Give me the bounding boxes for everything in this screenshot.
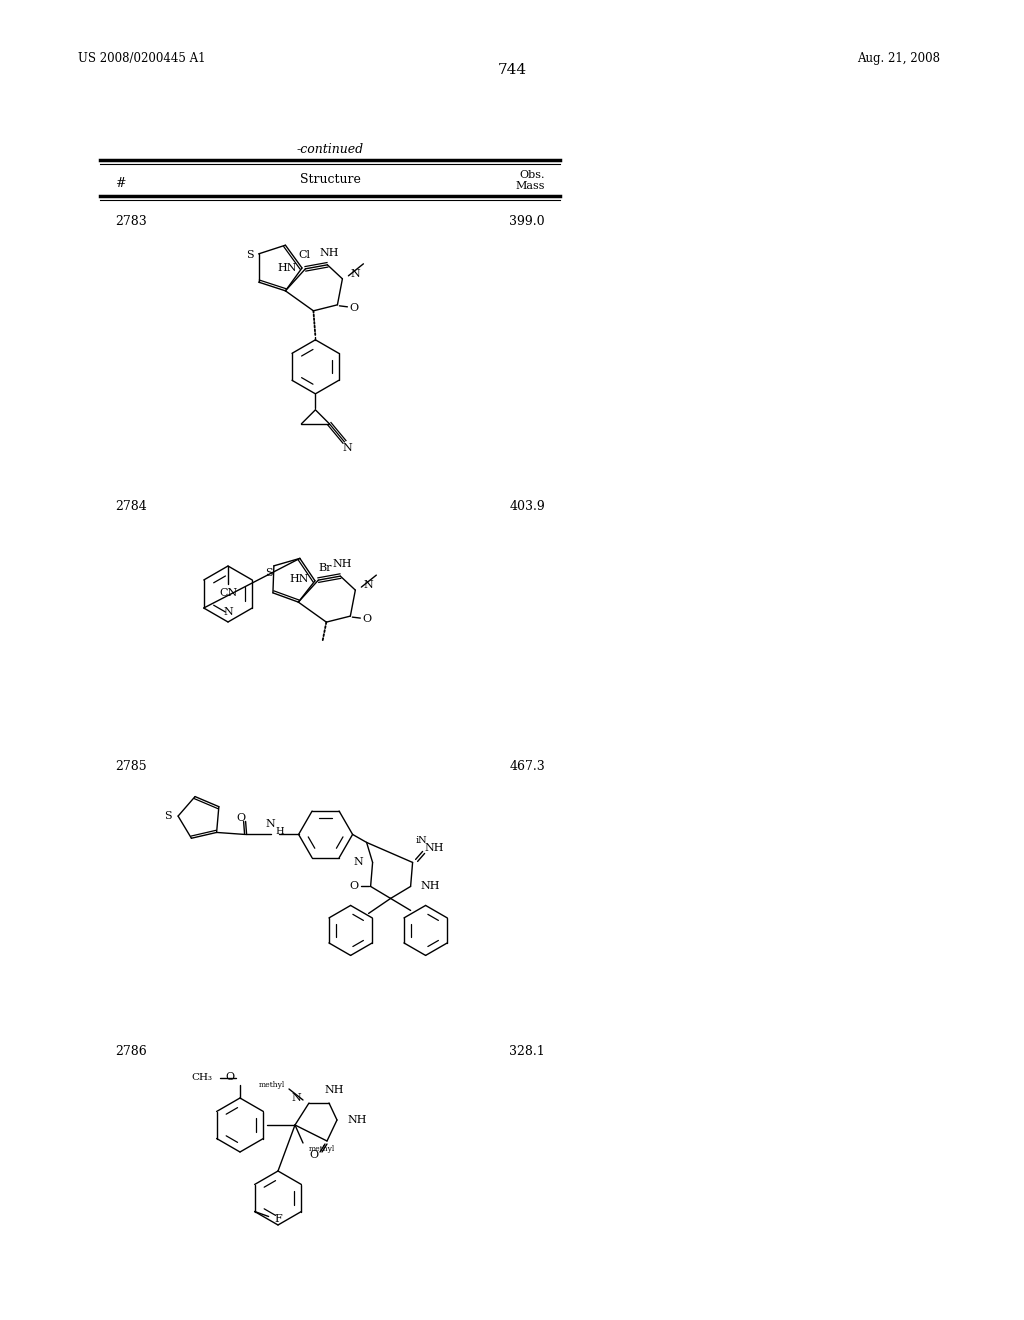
Text: 2785: 2785	[115, 760, 146, 774]
Text: iN: iN	[416, 836, 427, 845]
Text: 467.3: 467.3	[509, 760, 545, 774]
Text: H: H	[275, 826, 285, 836]
Text: 2786: 2786	[115, 1045, 146, 1059]
Text: methyl: methyl	[259, 1081, 285, 1089]
Text: S: S	[265, 568, 272, 578]
Text: NH: NH	[319, 248, 339, 257]
Text: N: N	[350, 269, 360, 279]
Text: NH: NH	[347, 1115, 367, 1125]
Text: S: S	[164, 810, 172, 821]
Text: CN: CN	[220, 587, 239, 598]
Text: methyl: methyl	[309, 1144, 335, 1152]
Text: F: F	[274, 1213, 283, 1224]
Text: O: O	[362, 614, 372, 624]
Text: O: O	[349, 302, 358, 313]
Text: HN: HN	[290, 574, 309, 585]
Text: 744: 744	[498, 63, 526, 77]
Text: N: N	[343, 442, 352, 453]
Text: #: #	[115, 177, 126, 190]
Text: NH: NH	[421, 882, 440, 891]
Text: Aug. 21, 2008: Aug. 21, 2008	[857, 51, 940, 65]
Text: NH: NH	[425, 843, 444, 854]
Text: 403.9: 403.9	[509, 500, 545, 513]
Text: US 2008/0200445 A1: US 2008/0200445 A1	[78, 51, 206, 65]
Text: HN: HN	[276, 263, 296, 273]
Text: N: N	[364, 579, 373, 590]
Text: -continued: -continued	[296, 143, 364, 156]
Text: 2784: 2784	[115, 500, 146, 513]
Text: Structure: Structure	[300, 173, 360, 186]
Text: NH: NH	[333, 560, 352, 569]
Text: 2783: 2783	[115, 215, 146, 228]
Text: S: S	[246, 249, 253, 260]
Text: N: N	[291, 1093, 301, 1104]
Text: N: N	[354, 858, 364, 867]
Text: Mass: Mass	[515, 181, 545, 191]
Text: NH: NH	[325, 1085, 344, 1096]
Text: O: O	[237, 813, 245, 824]
Text: Cl: Cl	[298, 249, 310, 260]
Text: N: N	[266, 820, 275, 829]
Text: O: O	[349, 882, 358, 891]
Text: Obs.: Obs.	[519, 170, 545, 180]
Text: O: O	[310, 1150, 319, 1160]
Text: N: N	[223, 607, 232, 616]
Text: 328.1: 328.1	[509, 1045, 545, 1059]
Text: O: O	[226, 1072, 234, 1082]
Text: 399.0: 399.0	[509, 215, 545, 228]
Text: CH₃: CH₃	[191, 1073, 212, 1082]
Text: Br: Br	[318, 562, 332, 573]
